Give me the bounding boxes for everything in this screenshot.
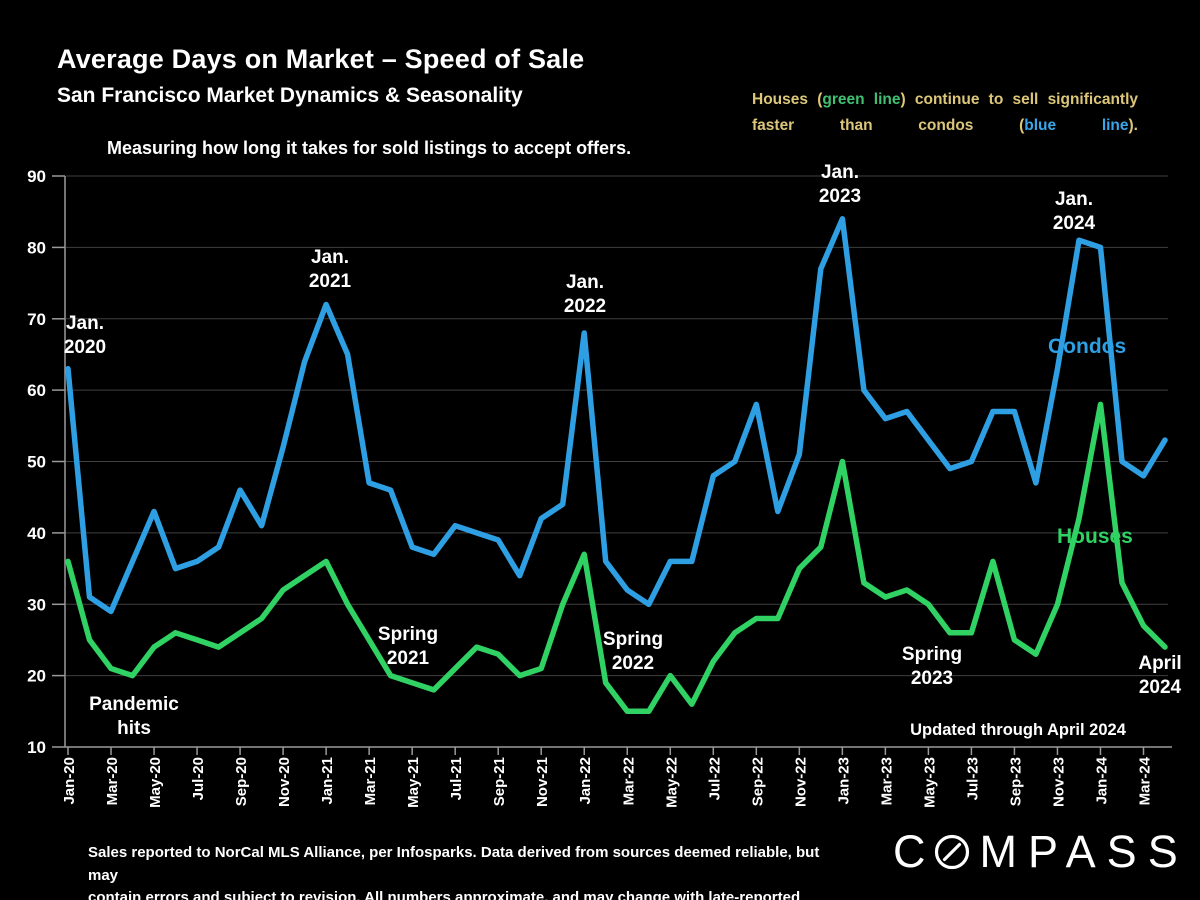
annotation-spring-2021: Spring 2021 (377, 624, 439, 669)
x-axis-label: Jul-20 (190, 757, 207, 800)
x-axis-label: Jul-21 (448, 757, 465, 800)
x-axis-label: Nov-21 (534, 757, 551, 807)
x-axis-label: Sep-23 (1007, 757, 1024, 806)
x-axis-label: Jan-24 (1094, 756, 1111, 804)
callout-segment: ) continue to sell significantly faster … (752, 91, 1139, 134)
x-axis-label: May-22 (663, 757, 680, 808)
y-axis-label: 70 (27, 310, 46, 329)
x-axis-label: Jul-22 (706, 757, 723, 800)
condos-series-label: Condos (1048, 335, 1127, 358)
houses-series-label: Houses (1057, 525, 1133, 548)
x-axis-label: Jan-20 (61, 757, 78, 805)
annotation-updated-note: Updated through April 2024 (910, 721, 1126, 739)
page-title: Average Days on Market – Speed of Sale (57, 44, 585, 74)
y-axis-label: 20 (27, 667, 46, 686)
y-axis-label: 50 (27, 453, 46, 472)
y-axis-label: 60 (27, 381, 46, 400)
callout-segment: Houses ( (752, 91, 823, 108)
callout-segment: blue line (1024, 117, 1129, 134)
annotation-jan-2020: Jan. 2020 (63, 313, 107, 358)
x-axis-label: Sep-22 (749, 757, 766, 806)
x-axis-label: May-23 (921, 757, 938, 808)
x-axis-label: Mar-22 (620, 757, 637, 805)
callout-segment: green line (822, 91, 901, 108)
y-axis-label: 10 (27, 738, 46, 757)
chart-canvas: 90 80 70 60 50 40 30 20 10 Jan-20 Mar-20 May-20 Jul-… (27, 167, 1172, 808)
compass-logo: C MPASS (893, 828, 1189, 876)
x-axis-label: Nov-23 (1051, 757, 1068, 807)
y-axis-label: 30 (27, 595, 46, 614)
disclaimer-text: Sales reported to NorCal MLS Alliance, p… (88, 844, 820, 900)
x-axis-label: Mar-21 (362, 757, 379, 805)
compass-o-icon (934, 834, 969, 870)
y-axis-label: 40 (27, 524, 46, 543)
x-axis-label: May-21 (405, 757, 422, 808)
x-axis-label: Sep-21 (491, 757, 508, 806)
logo-text-mpass: MPASS (979, 826, 1189, 877)
x-axis-label: Nov-20 (276, 757, 293, 807)
chart-tagline: Measuring how long it takes for sold lis… (107, 138, 632, 158)
annotation-spring-2022: Spring 2022 (602, 629, 664, 674)
condos-line (65, 216, 1168, 615)
y-axis-label: 80 (27, 238, 46, 257)
x-axis-label: May-20 (147, 757, 164, 808)
x-axis-label: Jan-23 (835, 757, 852, 805)
page-subtitle: San Francisco Market Dynamics & Seasonal… (57, 84, 523, 107)
annotation-spring-2023: Spring 2023 (901, 644, 963, 689)
x-axis-label: Jan-21 (319, 757, 336, 805)
x-axis-label: Mar-24 (1137, 756, 1154, 805)
houses-line (65, 401, 1168, 715)
x-axis-label: Mar-23 (878, 757, 895, 805)
annotation-jan-2021: Jan. 2021 (308, 247, 352, 292)
annotation-jan-2023: Jan. 2023 (818, 162, 862, 207)
annotation-april-2024: April 2024 (1138, 653, 1182, 698)
annotation-pandemic-hits: Pandemic hits (89, 694, 179, 739)
y-axis-label: 90 (27, 167, 46, 186)
callout-segment: ). (1128, 117, 1138, 134)
annotation-jan-2024: Jan. 2024 (1052, 189, 1096, 234)
x-axis-label: Sep-20 (233, 757, 250, 806)
logo-text-c: C (893, 826, 937, 877)
x-axis-label: Jan-22 (577, 757, 594, 805)
x-axis-label: Nov-22 (792, 757, 809, 807)
x-axis-label: Mar-20 (104, 757, 121, 805)
annotation-jan-2022: Jan. 2022 (563, 272, 607, 317)
x-axis-label: Jul-23 (964, 757, 981, 800)
callout: Houses (green line) continue to sell sig… (752, 87, 1138, 139)
